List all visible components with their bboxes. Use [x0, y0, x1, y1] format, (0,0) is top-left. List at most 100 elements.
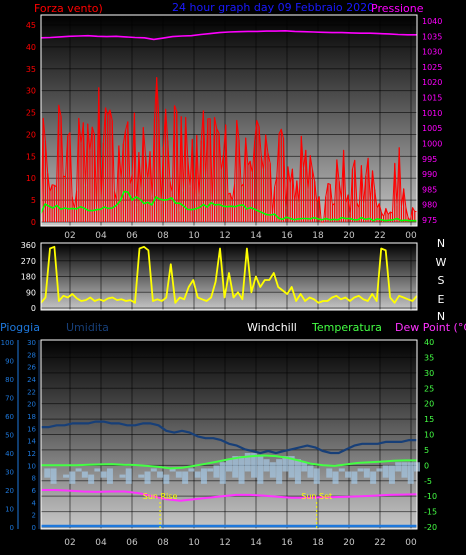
legend-label: Windchill [247, 321, 297, 334]
time-tick-label: 10 [188, 231, 200, 241]
time-tick-label: 06 [126, 538, 138, 548]
time-tick-label: 20 [343, 231, 355, 241]
pressure-tick-label: 1020 [422, 78, 442, 87]
legend-label: Umidita [66, 321, 109, 334]
rain-tick-label: 2 [32, 512, 36, 520]
humidity-tick-label: 50 [5, 432, 14, 440]
time-tick-label: 00 [405, 231, 417, 241]
temperature-tick-label: 15 [424, 415, 434, 424]
pressure-tick-label: 1010 [422, 109, 442, 118]
pressure-tick-label: 1015 [422, 94, 442, 103]
compass-label: N [437, 310, 445, 323]
wind-tick-label: 15 [26, 152, 36, 161]
rain-tick-label: 6 [32, 487, 37, 495]
time-tick-label: 20 [343, 538, 355, 548]
time-tick-label: 10 [188, 538, 200, 548]
humidity-tick-label: 70 [5, 395, 14, 403]
direction-tick-label: 90 [26, 288, 36, 297]
rain-tick-label: 28 [27, 351, 36, 359]
humidity-tick-label: 40 [5, 450, 14, 458]
compass-label: N [437, 237, 445, 250]
temperature-tick-label: 25 [424, 384, 434, 393]
wind-tick-label: 30 [26, 87, 36, 96]
humidity-tick-label: 90 [5, 358, 14, 366]
temperature-tick-label: -20 [424, 523, 437, 532]
time-tick-label: 18 [312, 231, 324, 241]
humidity-tick-label: 20 [5, 487, 14, 495]
humidity-tick-label: 0 [10, 524, 14, 532]
wind-tick-label: 5 [31, 196, 36, 205]
legend-label: Temperatura [311, 321, 382, 334]
humidity-line [41, 420, 417, 455]
rain-tick-label: 20 [27, 401, 36, 409]
rain-tick-label: 26 [27, 364, 36, 372]
rain-tick-label: 14 [27, 438, 36, 446]
pressure-tick-label: 1040 [422, 17, 442, 26]
time-tick-label: 02 [64, 231, 75, 241]
rain-tick-label: 10 [27, 462, 36, 470]
rain-tick-label: 0 [32, 524, 36, 532]
time-tick-label: 16 [281, 538, 293, 548]
time-tick-label: 16 [281, 231, 293, 241]
rain-tick-label: 8 [32, 475, 36, 483]
pressure-tick-label: 990 [422, 170, 437, 179]
wind-tick-label: 0 [31, 218, 36, 227]
compass-label: S [438, 274, 445, 287]
wind-direction-line [40, 245, 418, 304]
time-tick-label: 14 [250, 231, 262, 241]
direction-tick-label: 270 [21, 257, 36, 266]
direction-plot-frame [40, 242, 418, 311]
pressure-line [40, 29, 417, 41]
temperature-tick-label: -5 [424, 477, 432, 486]
pressure-tick-label: 1000 [422, 139, 442, 148]
time-tick-label: 02 [64, 538, 75, 548]
pressure-tick-label: 995 [422, 155, 437, 164]
humidity-tick-label: 80 [5, 376, 14, 384]
time-tick-label: 22 [374, 538, 385, 548]
pressure-tick-label: 1035 [422, 32, 442, 41]
time-tick-label: 12 [219, 231, 230, 241]
wind-tick-label: 20 [26, 130, 36, 139]
rain-tick-label: 12 [27, 450, 36, 458]
humidity-tick-label: 60 [5, 413, 14, 421]
humidity-tick-label: 30 [5, 469, 14, 477]
pressure-tick-label: 1025 [422, 63, 442, 72]
time-tick-label: 04 [95, 538, 107, 548]
wind-tick-label: 10 [26, 174, 36, 183]
compass-label: W [436, 256, 447, 269]
pressure-tick-label: 1030 [422, 48, 442, 57]
wind-tick-label: 25 [26, 109, 36, 118]
temperature-tick-label: 0 [424, 461, 429, 470]
wind-tick-label: 40 [26, 43, 36, 52]
humidity-tick-label: 10 [5, 506, 14, 514]
pressure-tick-label: 985 [422, 185, 437, 194]
rain-tick-label: 16 [27, 425, 36, 433]
temperature-line [41, 454, 417, 470]
temperature-tick-label: 5 [424, 446, 429, 455]
sun-marker-label: Sun Set [301, 492, 332, 501]
wind-axis-title: Forza vento) [34, 2, 103, 15]
time-tick-label: 00 [405, 538, 417, 548]
rain-tick-label: 22 [27, 388, 36, 396]
sun-marker-label: Sun Rise [143, 492, 178, 501]
chart-title: 24 hour graph day 09 Febbraio 2020 [172, 1, 374, 14]
time-tick-label: 06 [126, 231, 138, 241]
dew-point-line [41, 489, 418, 502]
rain-tick-label: 4 [32, 499, 37, 507]
time-tick-label: 12 [219, 538, 230, 548]
direction-tick-label: 360 [21, 241, 36, 250]
wind-plot-frame [40, 14, 418, 227]
time-tick-label: 08 [157, 231, 169, 241]
temperature-tick-label: 40 [424, 338, 434, 347]
humidity-tick-label: 100 [1, 339, 14, 347]
wind-tick-label: 35 [26, 65, 36, 74]
temperature-tick-label: 35 [424, 353, 434, 362]
temperature-tick-label: -15 [424, 508, 437, 517]
direction-tick-label: 0 [31, 304, 36, 313]
time-tick-label: 22 [374, 231, 385, 241]
wind-tick-label: 45 [26, 21, 36, 30]
temperature-plot-frame [40, 339, 418, 530]
legend-label: Pioggia [0, 321, 40, 334]
compass-label: E [438, 293, 445, 306]
